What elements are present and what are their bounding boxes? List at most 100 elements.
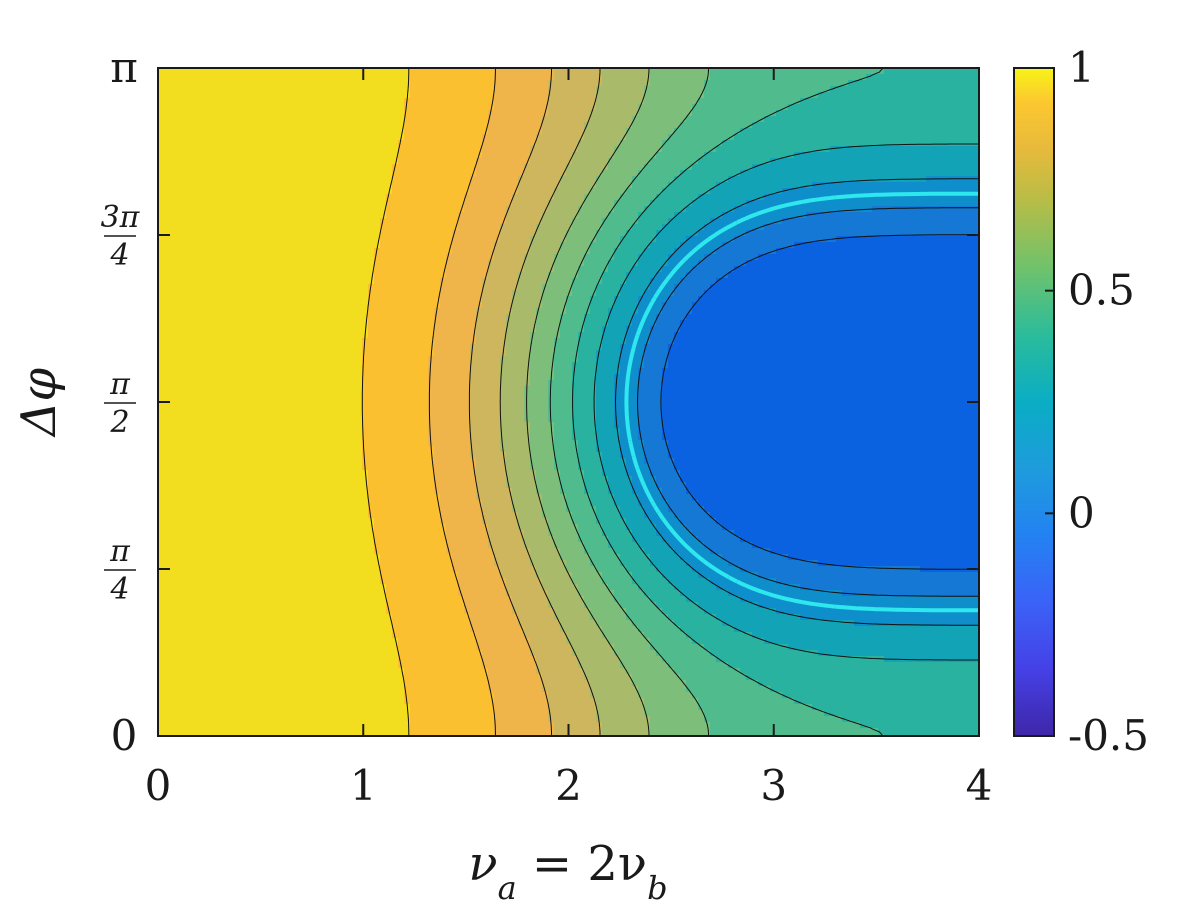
- contour-band: [476, 158, 531, 165]
- contour-band: [158, 314, 369, 321]
- contour-band: [158, 554, 381, 561]
- contour-band: [662, 368, 980, 375]
- contour-band: [620, 506, 645, 513]
- contour-band: [596, 566, 627, 573]
- x-tick-label: 4: [966, 761, 993, 810]
- contour-band: [710, 68, 885, 75]
- contour-band: [716, 656, 885, 663]
- contour-band: [584, 326, 603, 333]
- contour-band: [158, 164, 393, 171]
- colorbar: 1 0.5 0 -0.5: [1013, 43, 1149, 760]
- contour-band: [776, 608, 980, 615]
- contour-band: [524, 254, 555, 261]
- contour-band: [488, 686, 543, 693]
- contour-band: [554, 542, 585, 549]
- contour-band: [428, 380, 471, 387]
- contour-band: [764, 194, 980, 201]
- contour-band: [506, 458, 531, 465]
- contour-band: [410, 80, 495, 87]
- contour-band: [686, 482, 980, 489]
- contour-band: [362, 374, 429, 381]
- contour-band: [158, 284, 369, 291]
- contour-band: [158, 530, 375, 537]
- contour-band: [740, 170, 980, 177]
- contour-band: [632, 476, 657, 483]
- y-tick-label: 3π4: [101, 200, 141, 273]
- contour-band: [788, 554, 980, 561]
- contour-band: [452, 566, 501, 573]
- contour-band: [158, 344, 363, 351]
- contour-band: [590, 560, 621, 567]
- contour-band: [686, 596, 741, 603]
- contour-band: [158, 536, 375, 543]
- contour-band: [638, 392, 663, 399]
- contour-band: [704, 542, 753, 549]
- contour-band: [650, 326, 681, 333]
- contour-band: [554, 68, 603, 75]
- contour-band: [500, 416, 525, 423]
- contour-band: [542, 302, 567, 309]
- contour-band: [680, 470, 980, 477]
- contour-band: [368, 290, 441, 297]
- contour-band: [524, 632, 567, 639]
- contour-band: [626, 230, 657, 237]
- contour-band: [674, 332, 980, 339]
- contour-band: [584, 128, 627, 135]
- contour-band: [380, 566, 453, 573]
- contour-band: [566, 170, 603, 177]
- contour-band: [548, 710, 597, 717]
- contour-band: [566, 164, 609, 171]
- contour-band: [488, 116, 543, 123]
- contour-band: [626, 272, 657, 279]
- contour-band: [560, 620, 597, 627]
- contour-band: [542, 122, 585, 129]
- contour-band: [704, 224, 765, 231]
- contour-band: [596, 428, 621, 435]
- contour-band: [614, 302, 639, 309]
- contour-band: [596, 350, 621, 357]
- contour-band: [368, 302, 441, 309]
- contour-band: [584, 602, 621, 609]
- y-tick-denominator: 2: [109, 405, 129, 440]
- highlight-contour-dashed: [624, 191, 979, 613]
- contour-band: [548, 272, 579, 279]
- contour-band: [596, 374, 615, 381]
- contour-band: [386, 206, 465, 213]
- contour-band: [512, 302, 543, 309]
- contour-band: [368, 326, 435, 333]
- contour-band: [518, 176, 561, 183]
- contour-band: [158, 632, 393, 639]
- contour-band: [644, 704, 699, 711]
- contour-band: [572, 278, 603, 285]
- contour-band: [776, 578, 980, 585]
- contour-band: [458, 212, 507, 219]
- contour-band: [374, 542, 447, 549]
- x-tick-label: 1: [350, 761, 377, 810]
- contour-band: [158, 674, 405, 681]
- contour-band: [446, 542, 489, 549]
- contour-band: [524, 266, 555, 273]
- contour-band: [440, 506, 483, 513]
- contour-band: [506, 590, 549, 597]
- contour-band: [572, 224, 603, 231]
- contour-band: [368, 494, 441, 501]
- contour-band: [620, 290, 645, 297]
- contour-band: [470, 380, 501, 387]
- contour-band: [554, 464, 579, 471]
- contour-band: [596, 698, 645, 705]
- contour-band: [554, 614, 591, 621]
- contour-band: [428, 422, 471, 429]
- contour-band: [470, 362, 501, 369]
- contour-band: [374, 254, 447, 261]
- contour-band: [158, 470, 369, 477]
- contour-band: [668, 134, 735, 141]
- contour-band: [650, 596, 687, 603]
- contour-band: [734, 266, 980, 273]
- contour-band: [530, 338, 555, 345]
- contour-band: [578, 530, 603, 537]
- contour-band: [410, 86, 495, 93]
- contour-band: [476, 314, 507, 321]
- contour-band: [836, 236, 980, 243]
- contour-band: [158, 662, 399, 669]
- contour-band: [482, 278, 519, 285]
